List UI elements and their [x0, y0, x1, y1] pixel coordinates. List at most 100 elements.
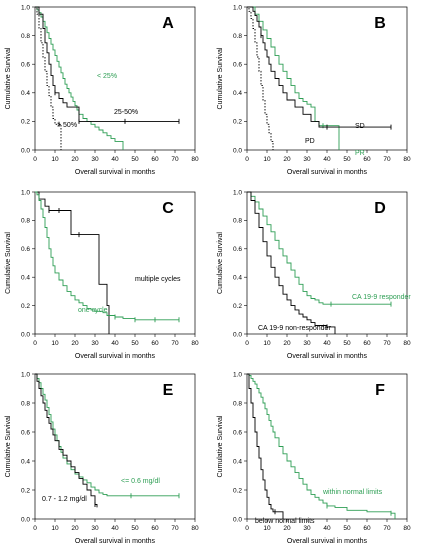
- x-tick-label: 60: [363, 525, 371, 532]
- y-tick-label: 0.2: [21, 303, 30, 310]
- x-axis-label: Overall survival in months: [75, 538, 156, 545]
- y-axis-label: Cumulative Survival: [5, 47, 12, 109]
- x-tick-label: 60: [151, 340, 159, 347]
- x-tick-label: 0: [245, 525, 249, 532]
- y-tick-label: 1.0: [233, 4, 242, 11]
- x-tick-label: 60: [151, 525, 159, 532]
- x-axis-label: Overall survival in months: [75, 169, 156, 176]
- y-tick-label: 1.0: [233, 189, 242, 196]
- survival-curve: [35, 373, 98, 508]
- x-tick-label: 60: [363, 340, 371, 347]
- x-tick-label: 50: [343, 156, 351, 163]
- x-tick-label: 80: [191, 525, 199, 532]
- y-tick-label: 0.8: [233, 218, 242, 225]
- y-tick-label: 0.8: [21, 33, 30, 40]
- x-tick-label: 50: [343, 340, 351, 347]
- y-tick-label: 0.0: [21, 516, 30, 523]
- x-axis-label: Overall survival in months: [287, 169, 368, 176]
- y-tick-label: 0.4: [233, 90, 242, 97]
- x-tick-label: 70: [383, 340, 391, 347]
- y-axis-label: Cumulative Survival: [217, 415, 224, 477]
- series-annotation: PD: [305, 138, 315, 145]
- y-axis-label: Cumulative Survival: [5, 415, 12, 477]
- survival-curve: [247, 191, 336, 334]
- x-tick-label: 60: [363, 156, 371, 163]
- x-tick-label: 80: [403, 340, 411, 347]
- x-tick-label: 40: [111, 525, 119, 532]
- survival-curve: [35, 6, 124, 150]
- series-annotation: multiple cycles: [135, 276, 181, 283]
- x-tick-label: 70: [383, 525, 391, 532]
- survival-curve: [35, 191, 179, 321]
- y-tick-label: 0.6: [21, 429, 30, 436]
- x-axis-label: Overall survival in months: [75, 353, 156, 360]
- x-tick-label: 30: [91, 340, 99, 347]
- survival-curve: [35, 191, 110, 334]
- x-tick-label: 0: [33, 525, 37, 532]
- x-tick-label: 0: [33, 156, 37, 163]
- y-tick-label: 0.4: [21, 458, 30, 465]
- series-annotation: < 25%: [97, 73, 117, 80]
- x-tick-label: 80: [191, 156, 199, 163]
- y-tick-label: 0.8: [21, 400, 30, 407]
- y-tick-label: 0.2: [233, 303, 242, 310]
- panel-e: 0 10 20 30 40 50 60 70 80 0.0 0.2 0.4 0.6 0.8 1.0 Overa…: [5, 371, 199, 545]
- y-tick-label: 0.6: [233, 62, 242, 69]
- survival-curve: [247, 6, 274, 150]
- y-tick-label: 0.4: [233, 458, 242, 465]
- y-tick-label: 0.6: [21, 246, 30, 253]
- x-tick-label: 80: [403, 156, 411, 163]
- x-tick-label: 70: [383, 156, 391, 163]
- y-tick-label: 0.0: [21, 331, 30, 338]
- x-tick-label: 40: [323, 156, 331, 163]
- panel-letter: A: [162, 15, 174, 32]
- x-tick-label: 0: [245, 156, 249, 163]
- y-tick-label: 0.2: [21, 119, 30, 126]
- x-tick-label: 20: [71, 340, 79, 347]
- y-tick-label: 0.6: [233, 429, 242, 436]
- y-tick-label: 0.2: [21, 487, 30, 494]
- x-tick-label: 70: [171, 525, 179, 532]
- x-axis-label: Overall survival in months: [287, 538, 368, 545]
- x-tick-label: 30: [91, 525, 99, 532]
- y-tick-label: 1.0: [21, 189, 30, 196]
- y-tick-label: 0.0: [233, 516, 242, 523]
- panel-b: 0 10 20 30 40 50 60 70 80 0.0 0.2 0.4 0.6 0.8 1.0 Overa…: [217, 4, 411, 176]
- series-annotation: 25-50%: [114, 109, 138, 116]
- x-tick-label: 20: [283, 156, 291, 163]
- x-tick-label: 70: [171, 156, 179, 163]
- x-tick-label: 50: [343, 525, 351, 532]
- x-tick-label: 10: [263, 525, 271, 532]
- y-axis-label: Cumulative Survival: [5, 232, 12, 294]
- x-tick-label: 20: [71, 156, 79, 163]
- y-tick-label: 0.6: [21, 62, 30, 69]
- y-tick-label: 1.0: [21, 4, 30, 11]
- x-tick-label: 20: [71, 525, 79, 532]
- survival-curve: [247, 373, 284, 519]
- series-annotation: below normal limits: [255, 518, 315, 525]
- y-tick-label: 0.0: [233, 331, 242, 338]
- survival-curve: [247, 6, 391, 128]
- y-tick-label: 0.8: [233, 33, 242, 40]
- x-tick-label: 20: [283, 525, 291, 532]
- series-annotation: CA 19-9 non-responder: [258, 325, 331, 332]
- x-tick-label: 40: [111, 340, 119, 347]
- x-tick-label: 80: [403, 525, 411, 532]
- x-tick-label: 50: [131, 156, 139, 163]
- x-tick-label: 40: [323, 525, 331, 532]
- x-tick-label: 80: [191, 340, 199, 347]
- x-axis-label: Overall survival in months: [287, 353, 368, 360]
- y-tick-label: 0.4: [21, 90, 30, 97]
- y-tick-label: 0.4: [233, 275, 242, 282]
- y-tick-label: 0.2: [233, 487, 242, 494]
- panel-letter: F: [375, 382, 385, 399]
- panel-c: 0 10 20 30 40 50 60 70 80 0.0 0.2 0.4 0.6 0.8 1.0 Overa…: [5, 189, 199, 360]
- survival-curve: [247, 191, 391, 305]
- y-tick-label: 0.8: [233, 400, 242, 407]
- y-tick-label: 0.4: [21, 275, 30, 282]
- panel-letter: E: [163, 382, 174, 399]
- y-tick-label: 1.0: [233, 371, 242, 378]
- series-annotation: 0.7 - 1.2 mg/dl: [42, 496, 87, 503]
- x-tick-label: 10: [263, 156, 271, 163]
- x-tick-label: 60: [151, 156, 159, 163]
